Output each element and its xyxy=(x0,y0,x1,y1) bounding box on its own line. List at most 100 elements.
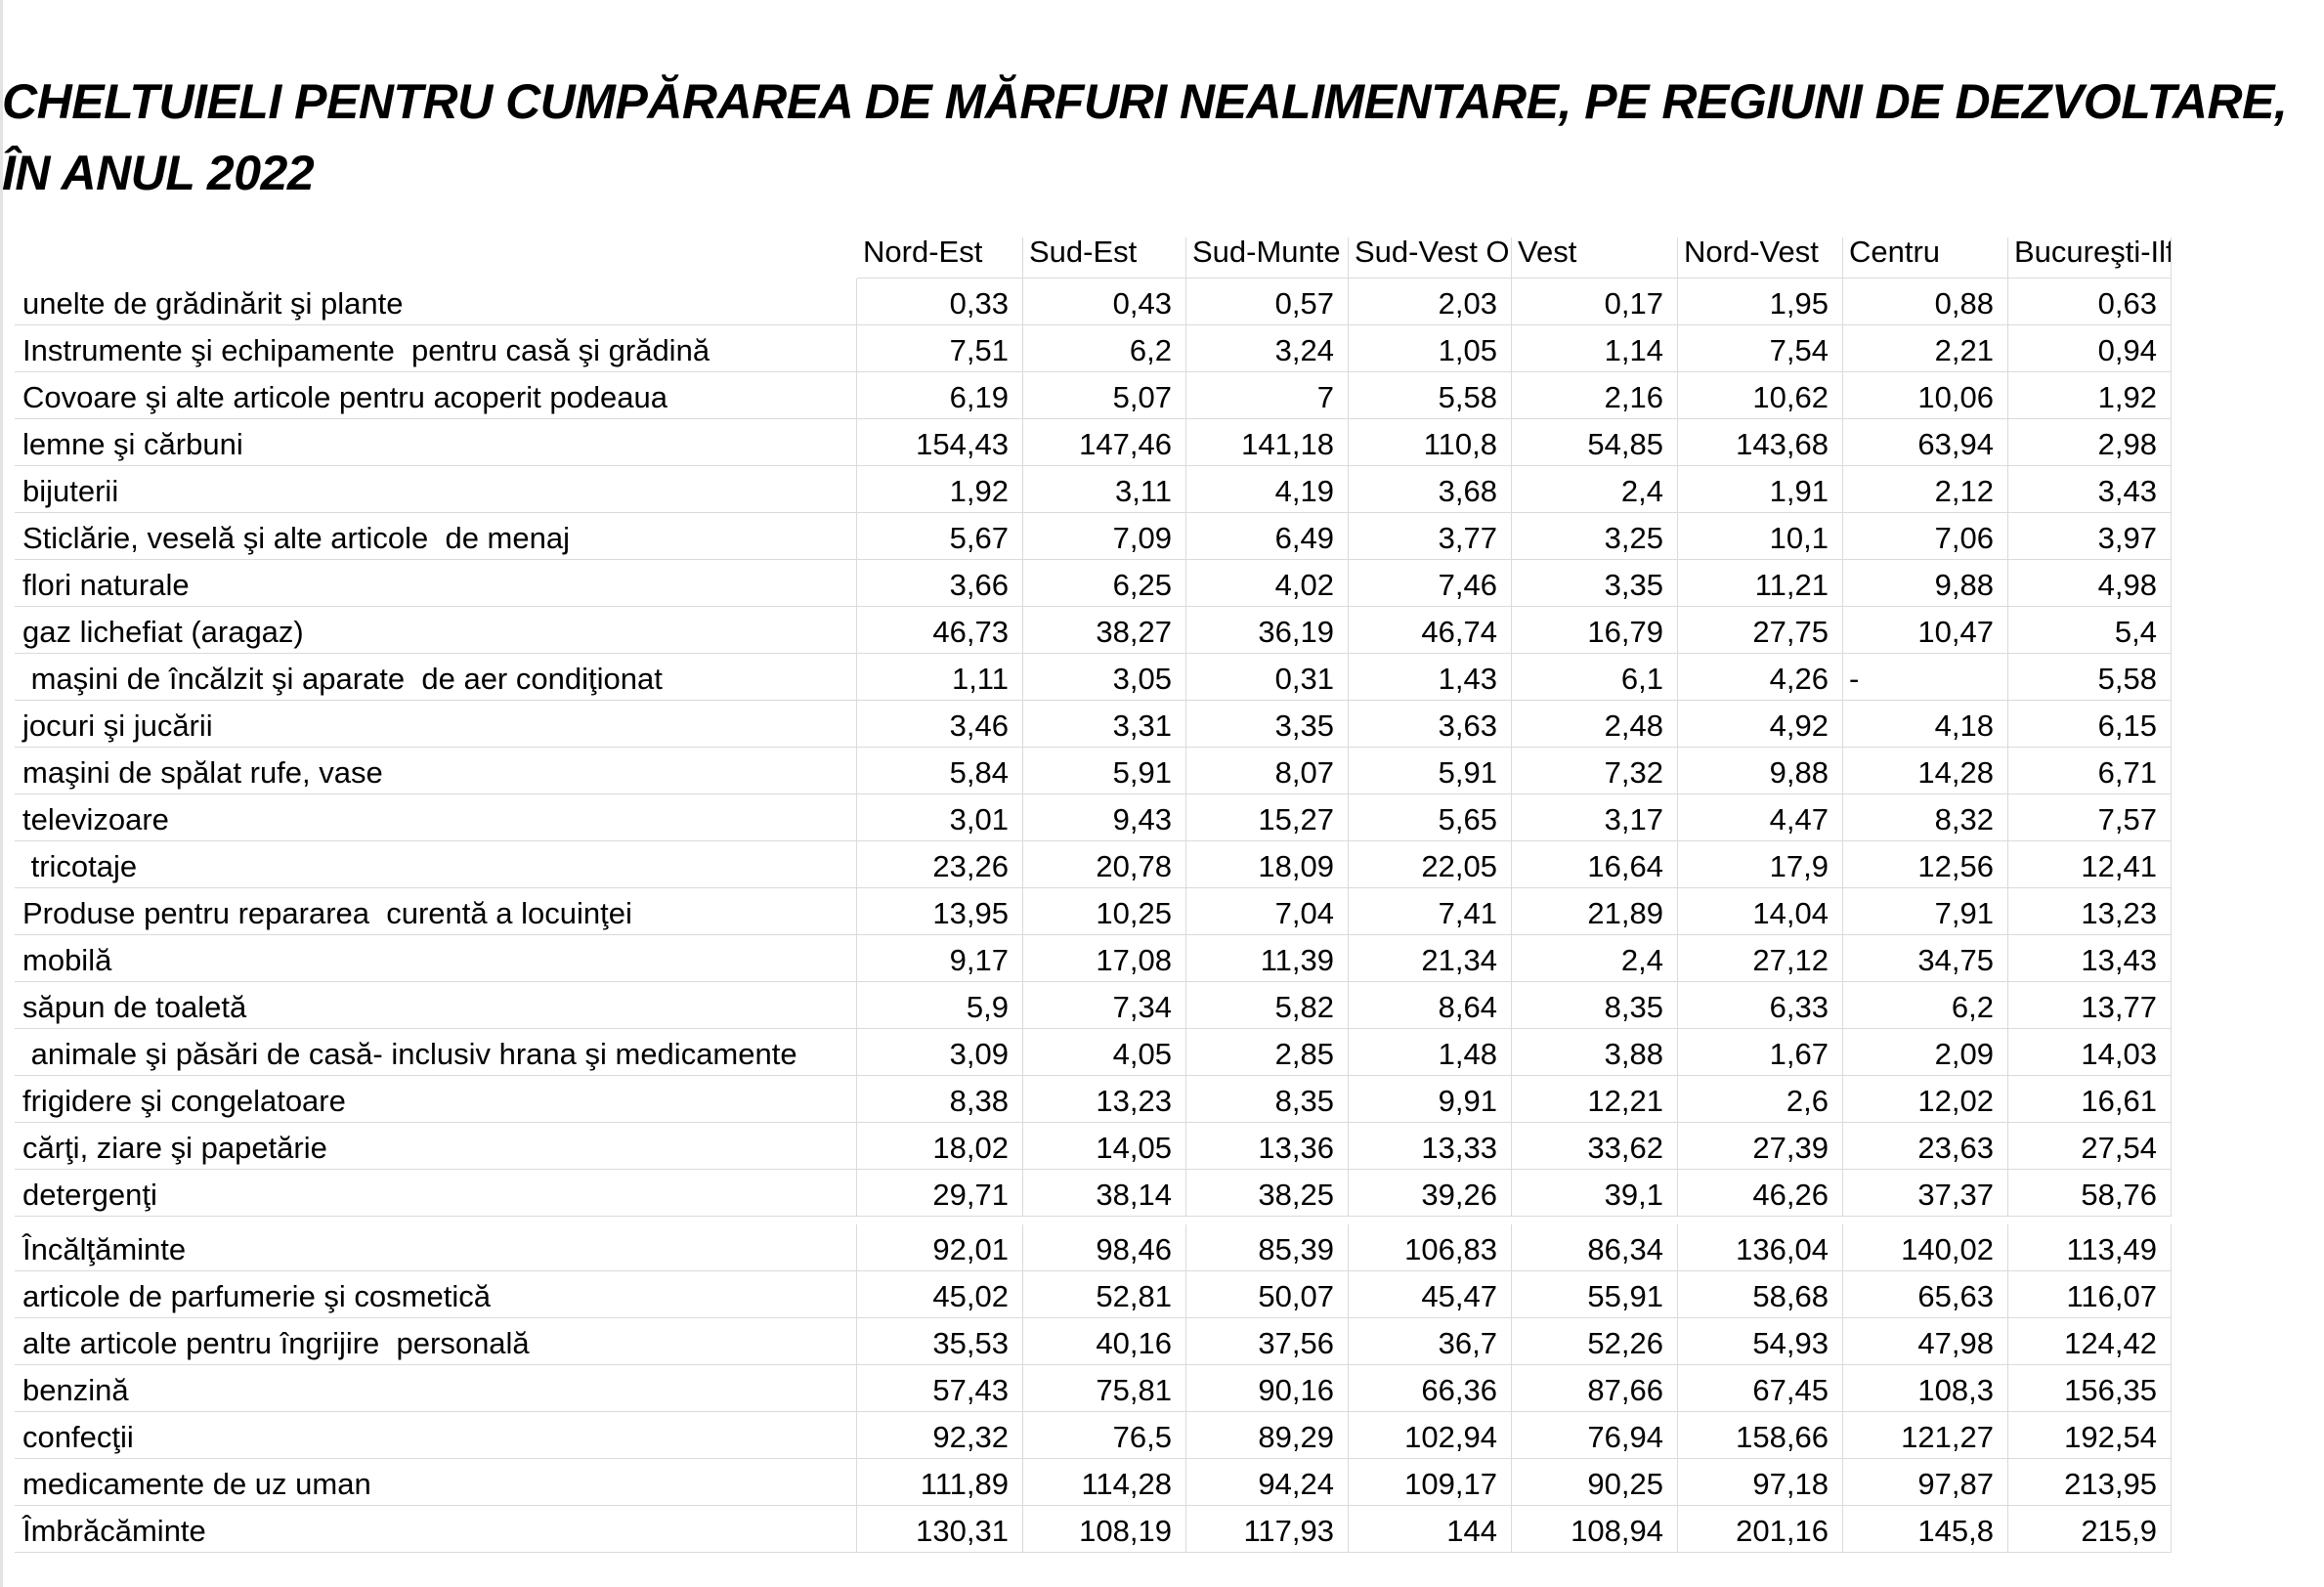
cell-value: 7,57 xyxy=(2008,794,2172,841)
cell-value: 6,33 xyxy=(1678,982,1843,1029)
cell-value: 117,93 xyxy=(1186,1506,1349,1553)
cell-value: 38,25 xyxy=(1186,1170,1349,1217)
cell-value: 1,14 xyxy=(1512,325,1678,372)
cell-value: 18,02 xyxy=(857,1123,1023,1170)
cell-value: 46,26 xyxy=(1678,1170,1843,1217)
cell-value: 29,71 xyxy=(857,1170,1023,1217)
cell-value: 8,64 xyxy=(1349,982,1512,1029)
row-label: săpun de toaletă xyxy=(15,982,857,1029)
cell-value: 5,91 xyxy=(1349,748,1512,794)
cell-value: 87,66 xyxy=(1512,1365,1678,1412)
cell-value: 111,89 xyxy=(857,1459,1023,1506)
cell-value: 67,45 xyxy=(1678,1365,1843,1412)
cell-value: 5,58 xyxy=(2008,654,2172,701)
cell-value: 3,31 xyxy=(1023,701,1186,748)
cell-value: 90,16 xyxy=(1186,1365,1349,1412)
cell-value: 57,43 xyxy=(857,1365,1023,1412)
row-label: animale şi păsări de casă- inclusiv hran… xyxy=(15,1029,857,1076)
cell-value: 3,97 xyxy=(2008,513,2172,560)
cell-value: 92,01 xyxy=(857,1224,1023,1271)
cell-value: 13,77 xyxy=(2008,982,2172,1029)
cell-value: 108,3 xyxy=(1843,1365,2008,1412)
row-label: maşini de spălat rufe, vase xyxy=(15,748,857,794)
cell-value: 15,27 xyxy=(1186,794,1349,841)
cell-value: 1,92 xyxy=(857,466,1023,513)
cell-value: 13,43 xyxy=(2008,935,2172,982)
cell-value: 4,47 xyxy=(1678,794,1843,841)
cell-value: 2,09 xyxy=(1843,1029,2008,1076)
cell-value: 6,15 xyxy=(2008,701,2172,748)
cell-value: 27,12 xyxy=(1678,935,1843,982)
cell-value: 55,91 xyxy=(1512,1271,1678,1318)
cell-value: 0,94 xyxy=(2008,325,2172,372)
row-label: bijuterii xyxy=(15,466,857,513)
cell-value: 35,53 xyxy=(857,1318,1023,1365)
cell-value: 3,35 xyxy=(1512,560,1678,607)
cell-value: 2,98 xyxy=(2008,419,2172,466)
cell-value: 102,94 xyxy=(1349,1412,1512,1459)
cell-value: 14,28 xyxy=(1843,748,2008,794)
column-header: Nord-Vest xyxy=(1678,237,1843,279)
cell-value: 8,35 xyxy=(1186,1076,1349,1123)
cell-value: 2,16 xyxy=(1512,372,1678,419)
sheet-edge xyxy=(0,0,3,1587)
row-label: maşini de încălzit şi aparate de aer con… xyxy=(15,654,857,701)
cell-value: 3,25 xyxy=(1512,513,1678,560)
cell-value: 10,1 xyxy=(1678,513,1843,560)
cell-value: 6,25 xyxy=(1023,560,1186,607)
column-header: Sud-Munte xyxy=(1186,237,1349,279)
cell-value: 54,93 xyxy=(1678,1318,1843,1365)
cell-value: 10,47 xyxy=(1843,607,2008,654)
cell-value: 39,1 xyxy=(1512,1170,1678,1217)
cell-value: 27,75 xyxy=(1678,607,1843,654)
row-label: medicamente de uz uman xyxy=(15,1459,857,1506)
row-label: Încălţăminte xyxy=(15,1224,857,1271)
cell-value: 1,48 xyxy=(1349,1029,1512,1076)
cell-value: 5,91 xyxy=(1023,748,1186,794)
cell-value: 12,41 xyxy=(2008,841,2172,888)
row-label: confecţii xyxy=(15,1412,857,1459)
cell-value: 7,54 xyxy=(1678,325,1843,372)
cell-value: 2,4 xyxy=(1512,466,1678,513)
cell-value: 9,91 xyxy=(1349,1076,1512,1123)
row-label: lemne şi cărbuni xyxy=(15,419,857,466)
cell-value: 8,07 xyxy=(1186,748,1349,794)
row-label: cărţi, ziare şi papetărie xyxy=(15,1123,857,1170)
cell-value: 9,17 xyxy=(857,935,1023,982)
cell-value: 1,67 xyxy=(1678,1029,1843,1076)
cell-value: 143,68 xyxy=(1678,419,1843,466)
cell-value: 2,6 xyxy=(1678,1076,1843,1123)
cell-value: 21,89 xyxy=(1512,888,1678,935)
cell-value: - xyxy=(1843,654,2008,701)
cell-value: 1,43 xyxy=(1349,654,1512,701)
cell-value: 47,98 xyxy=(1843,1318,2008,1365)
cell-value: 7,09 xyxy=(1023,513,1186,560)
cell-value: 113,49 xyxy=(2008,1224,2172,1271)
cell-value: 45,02 xyxy=(857,1271,1023,1318)
cell-value: 11,39 xyxy=(1186,935,1349,982)
cell-value: 23,63 xyxy=(1843,1123,2008,1170)
cell-value: 8,32 xyxy=(1843,794,2008,841)
title-line: ÎN ANUL 2022 xyxy=(2,146,315,200)
cell-value: 38,14 xyxy=(1023,1170,1186,1217)
cell-value: 0,88 xyxy=(1843,279,2008,325)
cell-value: 45,47 xyxy=(1349,1271,1512,1318)
cell-value: 9,88 xyxy=(1843,560,2008,607)
cell-value: 136,04 xyxy=(1678,1224,1843,1271)
cell-value: 0,31 xyxy=(1186,654,1349,701)
row-label: Produse pentru repararea curentă a locui… xyxy=(15,888,857,935)
cell-value: 27,54 xyxy=(2008,1123,2172,1170)
cell-value: 2,85 xyxy=(1186,1029,1349,1076)
cell-value: 140,02 xyxy=(1843,1224,2008,1271)
cell-value: 12,56 xyxy=(1843,841,2008,888)
cell-value: 34,75 xyxy=(1843,935,2008,982)
cell-value: 90,25 xyxy=(1512,1459,1678,1506)
cell-value: 16,64 xyxy=(1512,841,1678,888)
cell-value: 1,92 xyxy=(2008,372,2172,419)
cell-value: 2,21 xyxy=(1843,325,2008,372)
cell-value: 5,07 xyxy=(1023,372,1186,419)
cell-value: 12,02 xyxy=(1843,1076,2008,1123)
row-label: frigidere şi congelatoare xyxy=(15,1076,857,1123)
cell-value: 21,34 xyxy=(1349,935,1512,982)
cell-value: 9,43 xyxy=(1023,794,1186,841)
